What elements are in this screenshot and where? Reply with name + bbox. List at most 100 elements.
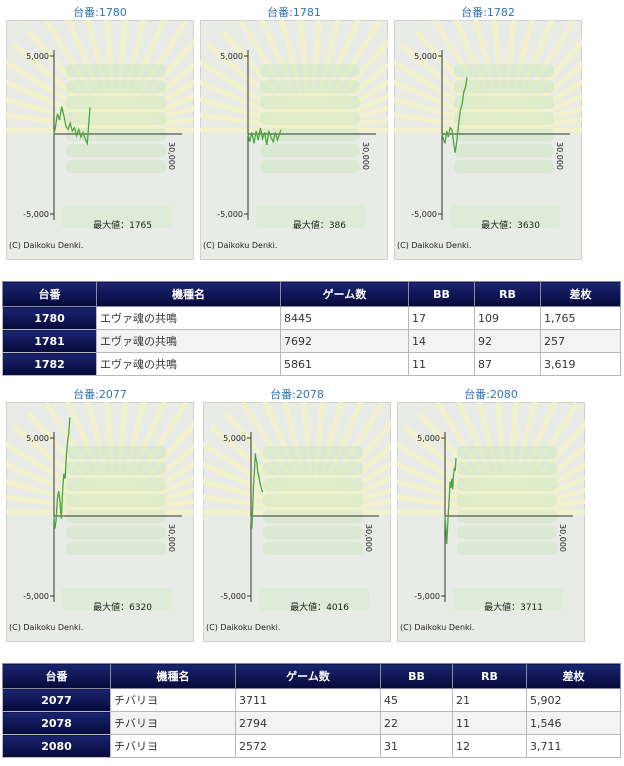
copyright-text: (C) Daikoku Denki.	[206, 623, 280, 632]
game-count: 2794	[235, 711, 381, 735]
series-line	[247, 127, 282, 146]
y-tick-label: -5,000	[217, 210, 243, 219]
copyright-text: (C) Daikoku Denki.	[9, 241, 83, 250]
bb-count: 17	[408, 306, 475, 330]
difference: 5,902	[526, 688, 621, 712]
table-row: 1781 エヴァ魂の共鳴 7692 14 92 257	[2, 329, 621, 353]
unit-number: 1781	[2, 329, 97, 353]
copyright-text: (C) Daikoku Denki.	[397, 241, 471, 250]
bb-count: 14	[408, 329, 475, 353]
chart-canvas: 5,000 -5,000 30,000 最大値：6320 (C) Daikoku Den…	[6, 402, 194, 642]
chart-title: 台番:2078	[270, 388, 324, 401]
chart-canvas: 5,000 -5,000 30,000 最大値：1765 (C) Daikoku Den…	[6, 20, 194, 260]
machine-name: チバリヨ	[110, 711, 236, 735]
max-value-label: 最大値：4016	[290, 601, 349, 613]
bb-count: 31	[380, 734, 453, 758]
max-value-label: 最大値：386	[293, 219, 346, 231]
header-bb: BB	[380, 663, 453, 689]
header-rb: RB	[474, 281, 541, 307]
rb-count: 21	[452, 688, 527, 712]
unit-number: 2078	[2, 711, 111, 735]
table-row: 1780 エヴァ魂の共鳴 8445 17 109 1,765	[2, 306, 621, 330]
max-value-label: 最大値：3630	[481, 219, 540, 231]
background-tower	[62, 64, 172, 228]
table-header-row: 台番 機種名 ゲーム数 BB RB 差枚	[2, 281, 621, 307]
chart-canvas: 5,000 -5,000 30,000 最大値：386 (C) Daikoku Denk…	[200, 20, 388, 260]
rb-count: 87	[474, 352, 541, 376]
chart-title: 台番:1781	[267, 6, 321, 19]
table-row: 1782 エヴァ魂の共鳴 5861 11 87 3,619	[2, 352, 621, 376]
series-line	[441, 77, 468, 153]
series-line	[250, 453, 264, 529]
bb-count: 45	[380, 688, 453, 712]
difference: 1,765	[540, 306, 621, 330]
rb-count: 92	[474, 329, 541, 353]
copyright-text: (C) Daikoku Denki.	[203, 241, 277, 250]
table-header-row: 台番 機種名 ゲーム数 BB RB 差枚	[2, 663, 621, 689]
series-line	[53, 106, 91, 146]
max-value-label: 最大値：6320	[93, 601, 152, 613]
copyright-text: (C) Daikoku Denki.	[400, 623, 474, 632]
y-tick-label: -5,000	[414, 592, 440, 601]
y-tick-label: 5,000	[223, 434, 246, 443]
x-tick-label: 30,000	[361, 142, 370, 170]
x-tick-label: 30,000	[167, 142, 176, 170]
x-tick-label: 30,000	[364, 524, 373, 552]
chart-canvas: 5,000 -5,000 30,000 最大値：3711 (C) Daikoku Den…	[397, 402, 585, 642]
y-tick-label: 5,000	[417, 434, 440, 443]
max-value-label: 最大値：1765	[93, 219, 152, 231]
max-value-label: 最大値：3711	[484, 601, 543, 613]
y-tick-label: -5,000	[220, 592, 246, 601]
y-tick-label: 5,000	[414, 52, 437, 61]
game-count: 7692	[280, 329, 409, 353]
header-rb: RB	[452, 663, 527, 689]
y-tick-label: -5,000	[23, 210, 49, 219]
difference: 257	[540, 329, 621, 353]
x-tick-label: 30,000	[558, 524, 567, 552]
header-machine-name: 機種名	[110, 663, 236, 689]
header-unit-number: 台番	[2, 663, 111, 689]
game-count: 5861	[280, 352, 409, 376]
chart-title: 台番:1780	[73, 6, 127, 19]
background-tower	[256, 64, 366, 228]
y-tick-label: 5,000	[220, 52, 243, 61]
header-difference: 差枚	[540, 281, 621, 307]
chart-title: 台番:2080	[464, 388, 518, 401]
chart-canvas: 5,000 -5,000 30,000 最大値：4016 (C) Daikoku Den…	[203, 402, 391, 642]
header-machine-name: 機種名	[96, 281, 281, 307]
game-count: 3711	[235, 688, 381, 712]
table-row: 2080 チバリヨ 2572 31 12 3,711	[2, 734, 621, 758]
machine-name: エヴァ魂の共鳴	[96, 306, 281, 330]
machine-table-1: 台番 機種名 ゲーム数 BB RB 差枚 1780 エヴァ魂の共鳴 8445 1…	[2, 281, 621, 376]
game-count: 2572	[235, 734, 381, 758]
header-bb: BB	[408, 281, 475, 307]
x-tick-label: 30,000	[555, 142, 564, 170]
y-tick-label: -5,000	[23, 592, 49, 601]
background-tower	[453, 446, 563, 610]
header-difference: 差枚	[526, 663, 621, 689]
x-tick-label: 30,000	[167, 524, 176, 552]
bb-count: 11	[408, 352, 475, 376]
table-row: 2078 チバリヨ 2794 22 11 1,546	[2, 711, 621, 735]
machine-name: エヴァ魂の共鳴	[96, 352, 281, 376]
table-row: 2077 チバリヨ 3711 45 21 5,902	[2, 688, 621, 712]
header-game-count: ゲーム数	[235, 663, 381, 689]
chart-title: 台番:2077	[73, 388, 127, 401]
machine-name: チバリヨ	[110, 734, 236, 758]
background-tower	[259, 446, 369, 610]
unit-number: 2077	[2, 688, 111, 712]
y-tick-label: 5,000	[26, 434, 49, 443]
background-tower	[450, 64, 560, 228]
header-game-count: ゲーム数	[280, 281, 409, 307]
rb-count: 12	[452, 734, 527, 758]
series-line	[444, 458, 457, 545]
copyright-text: (C) Daikoku Denki.	[9, 623, 83, 632]
machine-name: チバリヨ	[110, 688, 236, 712]
unit-number: 1782	[2, 352, 97, 376]
chart-canvas: 5,000 -5,000 30,000 最大値：3630 (C) Daikoku Den…	[394, 20, 582, 260]
rb-count: 11	[452, 711, 527, 735]
header-unit-number: 台番	[2, 281, 97, 307]
y-tick-label: 5,000	[26, 52, 49, 61]
chart-title: 台番:1782	[461, 6, 515, 19]
difference: 3,619	[540, 352, 621, 376]
